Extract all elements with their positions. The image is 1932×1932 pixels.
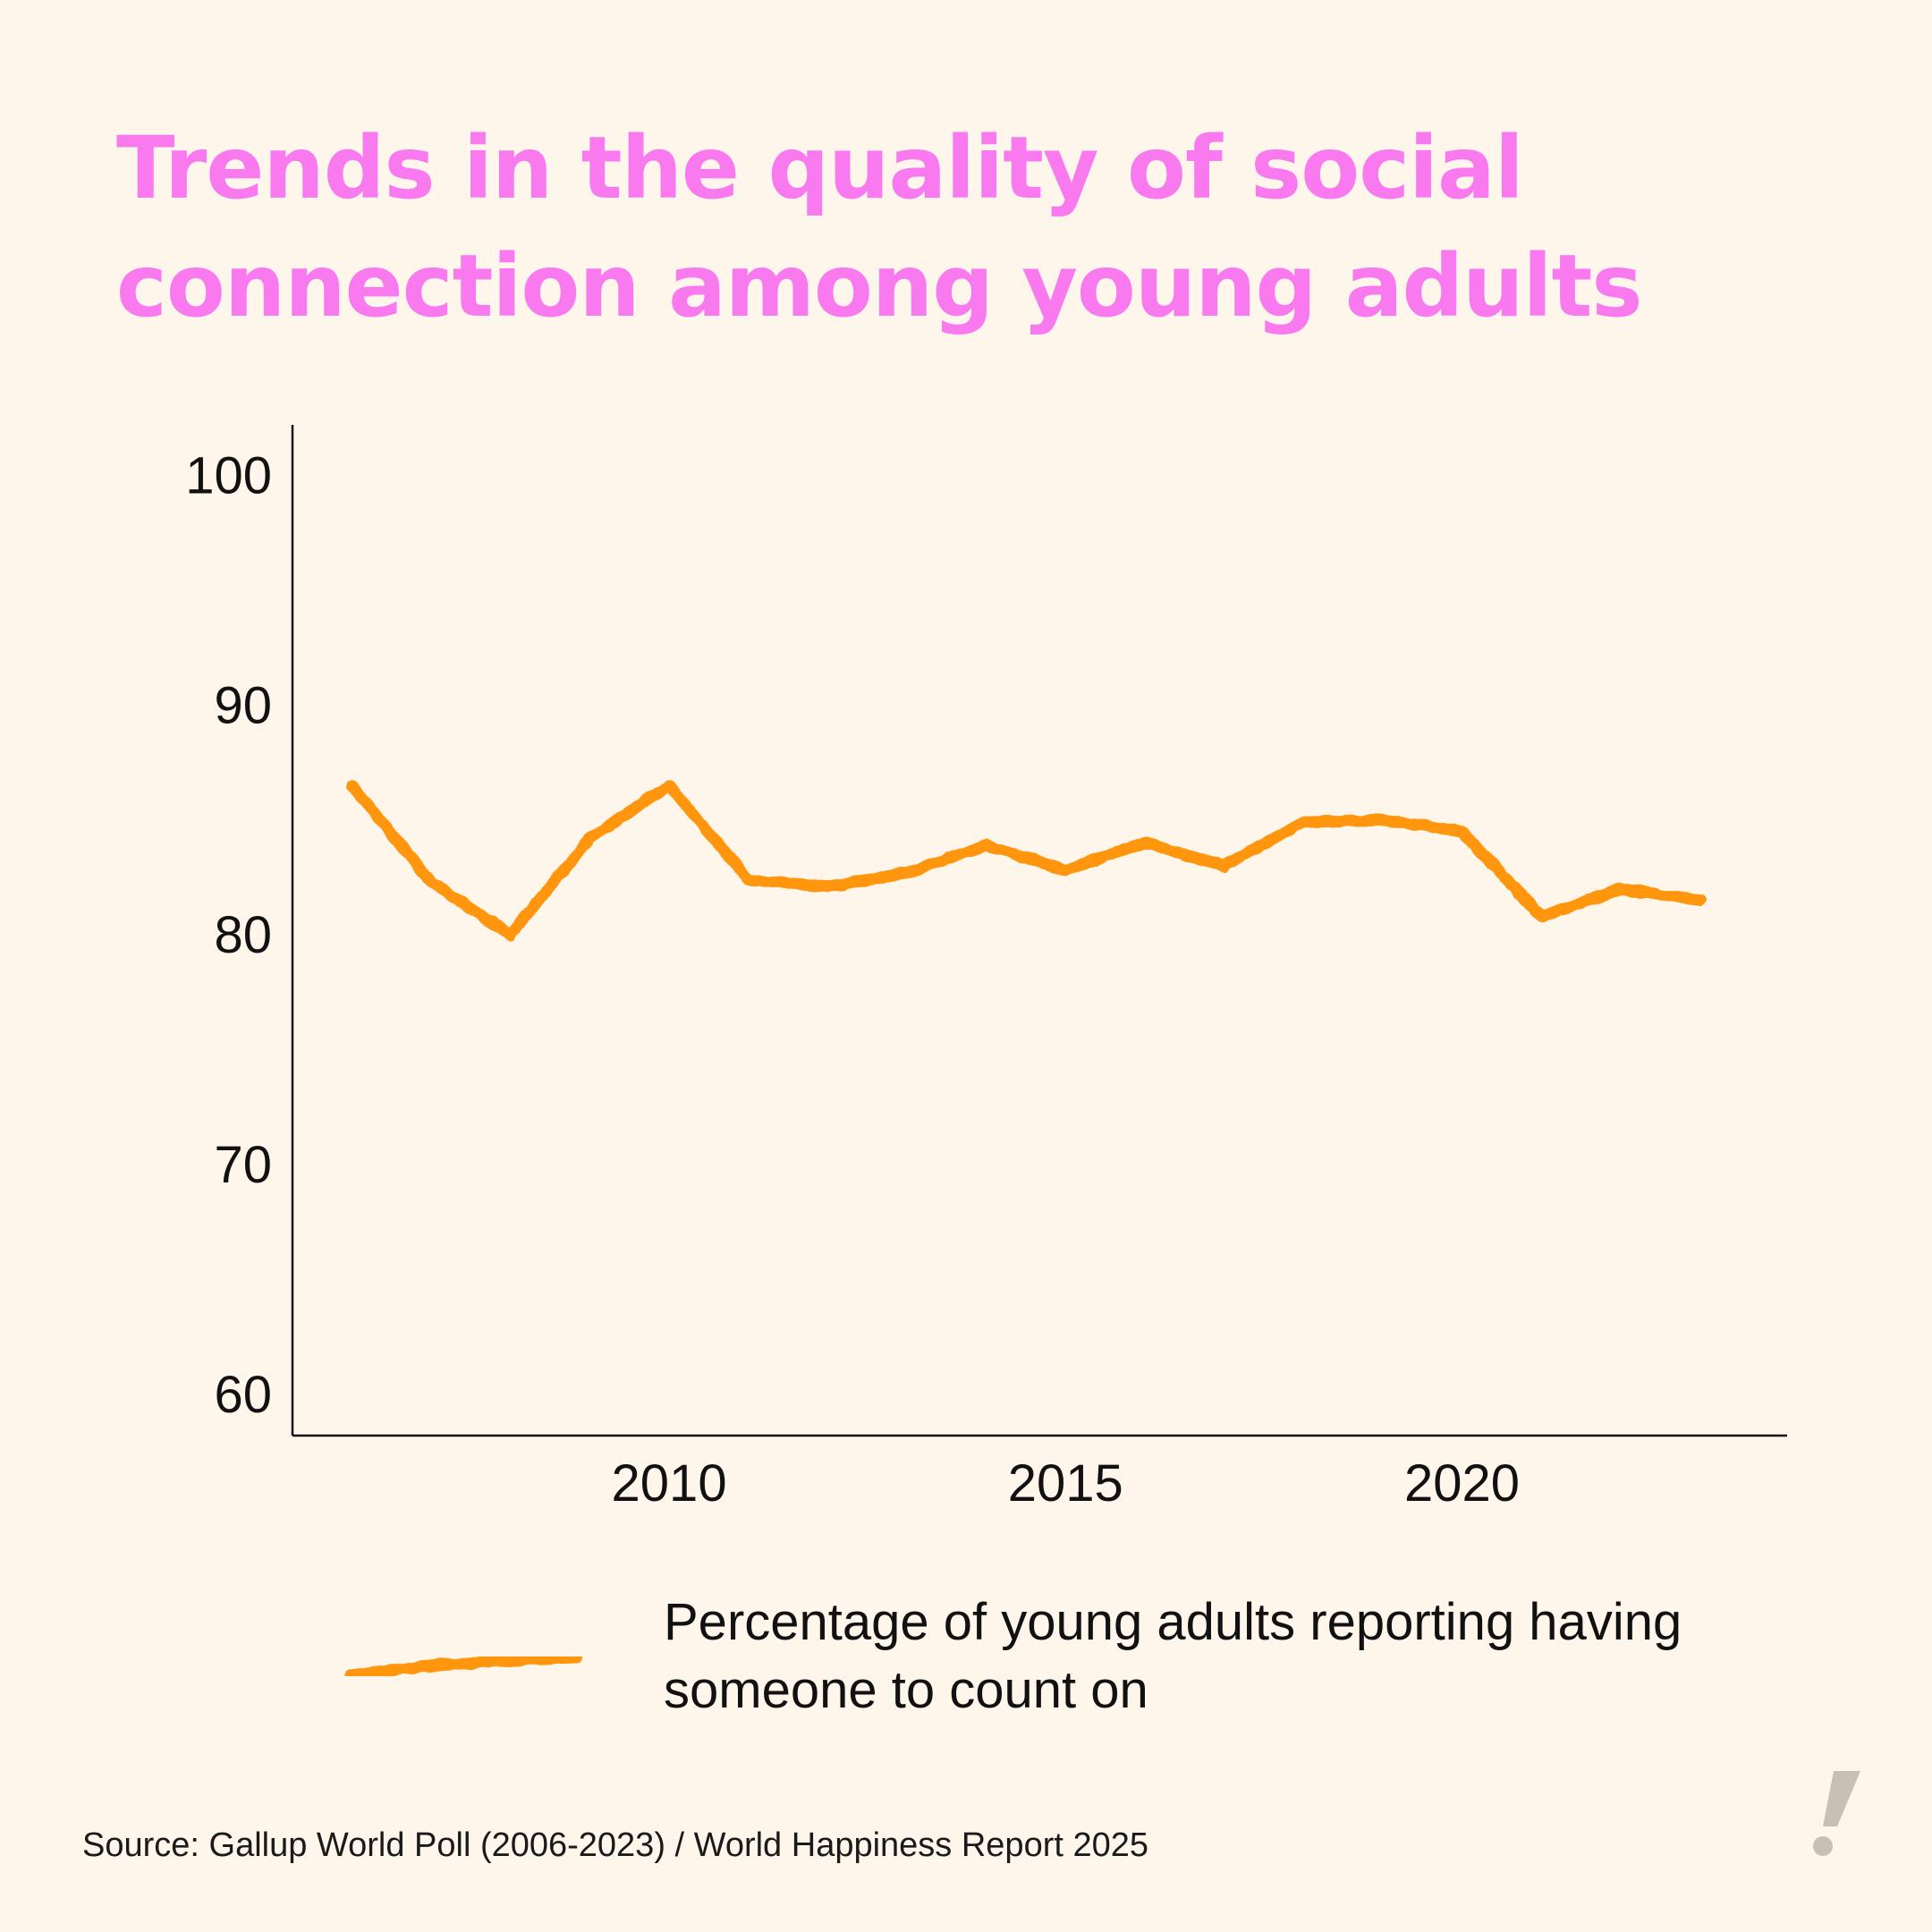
chart-title: Trends in the quality of social connecti… [116,118,1642,336]
data-point-2010 [664,780,675,792]
y-tick-label-100: 100 [185,447,272,505]
data-point-2018 [1298,817,1309,828]
data-point-2021 [1536,911,1547,922]
data-point-2017 [1218,860,1230,872]
x-axis-ticks: 2010 2015 2020 [612,1454,1521,1513]
data-point-2015 [1060,865,1072,877]
source-note: Source: Gallup World Poll (2006-2023) / … [82,1826,1149,1864]
y-tick-label-70: 70 [214,1136,272,1194]
exclamation-mark-icon [1813,1771,1860,1856]
legend-line-swatch [344,1651,583,1682]
y-tick-label-90: 90 [214,676,272,734]
data-point-2014 [980,840,992,851]
x-tick-label-2015: 2015 [1008,1454,1123,1513]
legend-label: Percentage of young adults reporting hav… [664,1593,1682,1719]
data-point-2023 [1694,894,1706,906]
data-point-2008 [504,929,516,941]
y-tick-label-60: 60 [214,1366,272,1424]
y-tick-label-80: 80 [214,906,272,964]
data-point-2020 [1456,826,1468,837]
x-tick-label-2020: 2020 [1404,1454,1520,1513]
x-tick-label-2010: 2010 [612,1454,727,1513]
data-point-2007 [426,877,437,888]
data-point-2016 [1140,837,1150,849]
series-layer [346,779,1706,941]
y-axis-ticks: 60 70 80 90 100 [185,447,272,1424]
data-point-2006 [346,780,358,792]
data-point-2019 [1377,814,1388,826]
data-point-2022 [1614,883,1626,894]
data-point-2013 [902,867,912,878]
data-point-2009 [584,833,596,844]
data-point-2011 [742,874,754,886]
data-point-2012 [822,881,834,893]
series-line-0 [346,779,1706,941]
